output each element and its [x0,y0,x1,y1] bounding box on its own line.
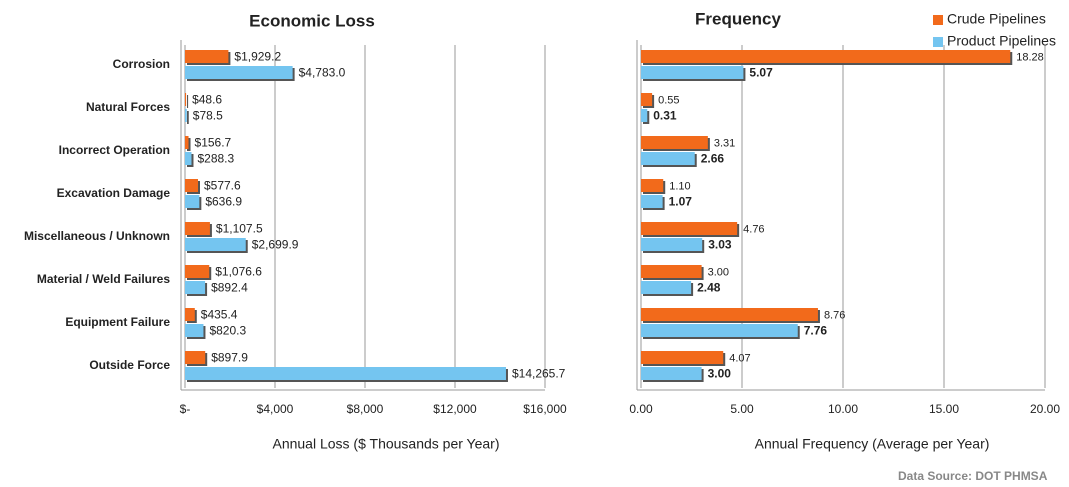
data-label: $14,265.7 [512,367,566,381]
bar [185,152,192,165]
x-tick-label: 10.00 [828,402,858,416]
x-axis-label: Annual Frequency (Average per Year) [755,436,990,452]
x-tick-label: 15.00 [929,402,959,416]
bar [185,222,210,235]
data-label: $897.9 [211,351,248,365]
data-label: $2,699.9 [252,238,299,252]
data-label: 3.00 [708,266,729,278]
bar [641,195,663,208]
bar [185,195,200,208]
bar [185,109,187,122]
x-tick-label: $- [180,402,191,416]
data-label: 3.00 [708,367,732,381]
x-tick-label: $12,000 [433,402,477,416]
data-label: $577.6 [204,179,241,193]
y-tick-label: Corrosion [113,57,170,71]
bar [185,238,246,251]
bar [185,50,229,63]
y-tick-label: Natural Forces [86,100,170,114]
bar [641,238,703,251]
data-label: 1.10 [669,180,690,192]
y-tick-label: Excavation Damage [57,186,171,200]
data-label: 5.07 [749,66,773,80]
bar [185,281,206,294]
bar [641,109,648,122]
data-label: 18.28 [1016,51,1044,63]
bar [185,179,198,192]
x-tick-label: 5.00 [730,402,754,416]
bar-shadow [187,95,189,108]
bar [185,308,195,321]
source-note: Data Source: DOT PHMSA [898,469,1048,483]
data-label: $48.6 [192,93,222,107]
data-label: 1.07 [669,195,693,209]
data-label: 2.48 [697,281,721,295]
x-tick-label: $16,000 [523,402,567,416]
data-label: 0.55 [658,94,679,106]
y-tick-label: Material / Weld Failures [37,272,170,286]
y-tick-label: Outside Force [89,358,170,372]
data-label: $4,783.0 [299,66,346,80]
data-label: $1,929.2 [234,50,281,64]
data-label: 7.76 [804,324,828,338]
bar [185,265,210,278]
data-label: 0.31 [653,109,677,123]
bar [185,136,189,149]
bar [641,93,653,106]
chart-title: Frequency [695,9,782,28]
data-label: 8.76 [824,309,845,321]
bar [641,222,738,235]
bar [185,367,506,380]
data-label: $636.9 [205,195,242,209]
data-label: $1,076.6 [215,265,262,279]
data-label: $820.3 [209,324,246,338]
bar [185,66,293,79]
legend-label: Crude Pipelines [947,11,1046,27]
bar [641,152,695,165]
x-tick-label: 0.00 [629,402,653,416]
data-label: 2.66 [701,152,725,166]
bar [641,136,708,149]
legend-swatch [933,15,943,25]
data-label: 4.07 [729,352,750,364]
y-tick-label: Miscellaneous / Unknown [24,229,170,243]
bar [641,324,798,337]
bar [641,308,818,321]
bar [641,66,744,79]
data-label: $1,107.5 [216,222,263,236]
x-tick-label: $8,000 [347,402,384,416]
bar-shadow [187,111,189,124]
x-tick-label: 20.00 [1030,402,1060,416]
bar [185,324,204,337]
legend-label: Product Pipelines [947,33,1056,49]
x-axis-label: Annual Loss ($ Thousands per Year) [272,436,499,452]
bar [641,50,1011,63]
bar [641,367,702,380]
bar-shadow [187,138,191,151]
data-label: 4.76 [743,223,764,235]
bar [641,179,664,192]
bar [641,265,702,278]
y-tick-label: Incorrect Operation [59,143,170,157]
chart-title: Economic Loss [249,11,375,30]
bar [641,351,724,364]
bar [185,351,206,364]
data-label: $78.5 [193,109,223,123]
y-tick-label: Equipment Failure [65,315,170,329]
data-label: 3.03 [708,238,732,252]
bar [185,93,187,106]
bar [641,281,692,294]
data-label: $435.4 [201,308,238,322]
data-label: $156.7 [195,136,232,150]
x-tick-label: $4,000 [257,402,294,416]
legend-swatch [933,37,943,47]
data-label: $892.4 [211,281,248,295]
data-label: 3.31 [714,137,735,149]
data-label: $288.3 [197,152,234,166]
